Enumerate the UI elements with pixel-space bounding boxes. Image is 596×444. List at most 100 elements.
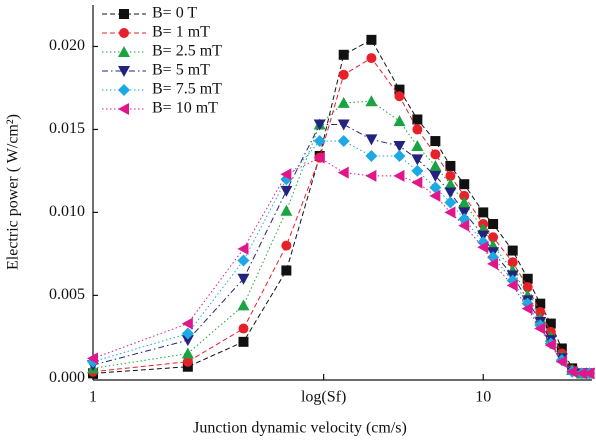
- marker: [444, 196, 457, 209]
- marker: [458, 219, 470, 232]
- marker: [337, 119, 350, 131]
- marker: [280, 185, 293, 197]
- marker: [459, 190, 470, 201]
- marker: [365, 149, 378, 162]
- y-axis-label: Electric power ( W/cm²): [5, 114, 22, 270]
- marker: [445, 160, 456, 171]
- marker: [477, 230, 490, 242]
- marker: [555, 355, 567, 368]
- marker: [522, 282, 533, 293]
- marker: [507, 245, 518, 256]
- marker: [575, 367, 587, 380]
- series-line: [92, 140, 590, 374]
- marker: [337, 135, 350, 148]
- marker: [535, 306, 546, 317]
- marker: [583, 367, 595, 380]
- legend-label: B= 5 mT: [152, 62, 210, 79]
- marker: [181, 335, 194, 347]
- marker: [281, 240, 292, 251]
- marker: [337, 166, 349, 179]
- marker: [507, 257, 518, 268]
- marker: [521, 302, 533, 315]
- marker: [412, 124, 423, 135]
- legend-entry: B= 7.5 mT: [102, 81, 222, 98]
- legend-label: B= 10 mT: [152, 100, 218, 117]
- y-tick-label: 0.000: [49, 369, 85, 386]
- marker: [444, 187, 457, 199]
- marker: [534, 322, 546, 335]
- legend-entry: B= 10 mT: [102, 100, 218, 117]
- legend-entry: B= 5 mT: [102, 62, 210, 79]
- marker: [118, 66, 130, 77]
- marker: [366, 53, 377, 64]
- marker: [429, 159, 442, 171]
- marker: [430, 136, 441, 147]
- marker: [118, 84, 130, 96]
- marker: [338, 49, 349, 60]
- marker: [488, 232, 499, 243]
- legend-label: B= 2.5 mT: [152, 43, 222, 60]
- legend-label: B= 0 T: [152, 5, 197, 22]
- y-tick-label: 0.005: [49, 286, 85, 303]
- marker: [87, 352, 98, 365]
- marker: [313, 135, 326, 148]
- marker: [118, 103, 129, 115]
- marker: [393, 149, 406, 162]
- x-axis-label: Junction dynamic velocity (cm/s): [193, 420, 407, 437]
- marker: [393, 169, 405, 182]
- marker: [119, 9, 129, 19]
- marker: [118, 46, 130, 57]
- marker: [411, 154, 424, 166]
- marker: [430, 149, 441, 160]
- marker: [365, 95, 378, 107]
- marker: [488, 219, 499, 230]
- y-tick-label: 0.015: [49, 120, 85, 137]
- x-tick-label: log(Sf): [301, 389, 346, 406]
- marker: [522, 273, 533, 284]
- marker: [181, 317, 193, 330]
- marker: [365, 169, 377, 182]
- marker: [459, 179, 470, 190]
- legend-entry: B= 2.5 mT: [102, 43, 222, 60]
- marker: [458, 196, 471, 208]
- marker: [280, 204, 293, 216]
- legend-label: B= 7.5 mT: [152, 81, 222, 98]
- series-line: [92, 124, 590, 374]
- marker: [393, 141, 406, 153]
- marker: [544, 339, 556, 352]
- y-tick-label: 0.020: [49, 37, 85, 54]
- marker: [365, 134, 378, 146]
- marker: [411, 164, 424, 177]
- x-tick-label: 1: [89, 389, 97, 406]
- marker: [182, 356, 193, 367]
- marker: [487, 257, 499, 270]
- marker: [237, 242, 249, 255]
- marker: [444, 178, 457, 190]
- legend-label: B= 1 mT: [152, 24, 210, 41]
- series-line: [92, 57, 590, 374]
- marker: [337, 96, 350, 108]
- marker: [181, 347, 194, 359]
- marker: [238, 336, 249, 347]
- marker: [237, 254, 250, 267]
- marker: [477, 241, 489, 254]
- x-tick-label: 10: [475, 389, 491, 406]
- marker: [119, 28, 129, 38]
- marker: [237, 273, 250, 285]
- marker: [181, 327, 194, 340]
- marker: [412, 114, 423, 125]
- marker: [429, 181, 442, 194]
- marker: [411, 140, 424, 152]
- marker: [238, 323, 249, 334]
- marker: [411, 176, 423, 189]
- series-line: [92, 100, 590, 374]
- marker: [366, 34, 377, 45]
- marker: [280, 168, 292, 181]
- marker: [429, 170, 442, 182]
- y-tick-label: 0.010: [49, 203, 85, 220]
- marker: [478, 207, 489, 218]
- marker: [444, 206, 456, 219]
- marker: [281, 265, 292, 276]
- marker: [313, 151, 325, 164]
